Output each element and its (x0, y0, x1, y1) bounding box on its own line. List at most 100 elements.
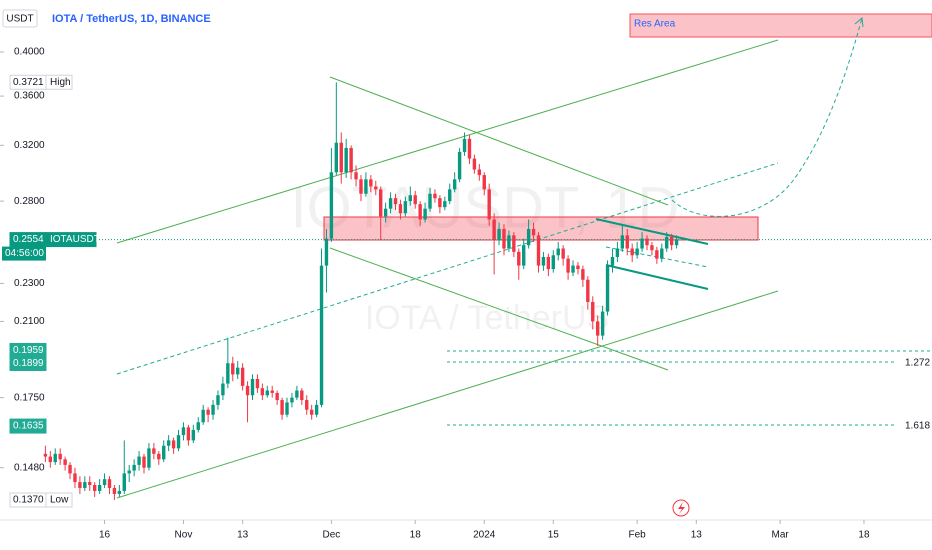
candle-body (610, 256, 615, 266)
candle-body (137, 456, 141, 465)
candles (43, 82, 679, 500)
candle-body (595, 321, 600, 336)
candle-body (660, 248, 664, 259)
candle-body (388, 198, 393, 209)
candle-body (546, 256, 551, 270)
candle-body (467, 138, 472, 159)
candle-body (635, 248, 639, 256)
candle-body (344, 147, 348, 173)
price-tag: High (50, 77, 71, 88)
x-tick-label: 2024 (473, 530, 496, 541)
candle-body (171, 440, 176, 449)
candle-body (314, 404, 319, 415)
candle-body (117, 490, 122, 494)
candle-body (369, 179, 373, 187)
currency: USDT (6, 14, 33, 25)
candle-body (477, 169, 482, 176)
candle-body (211, 404, 215, 415)
candle-body (309, 409, 314, 415)
candle-body (586, 279, 590, 302)
candle-body (290, 397, 294, 403)
candle-body (566, 258, 570, 273)
candle-body (300, 390, 304, 401)
candle-body (176, 435, 181, 449)
candle-body (413, 195, 417, 205)
price-tag: IOTAUSDT (50, 234, 100, 245)
candle-body (157, 453, 161, 460)
candle-body (132, 464, 136, 471)
y-tick-label: 0.2800 (14, 196, 45, 207)
candle-body (551, 255, 555, 270)
price-label: 0.1899 (13, 358, 44, 369)
candle-body (275, 392, 279, 401)
price-tag: Low (50, 495, 69, 506)
x-tick-label: 13 (691, 530, 703, 541)
price-label-box (9, 418, 47, 434)
candle-body (645, 238, 649, 246)
candle-body (408, 195, 412, 202)
price-label-box (9, 355, 47, 371)
candle-body (655, 250, 659, 259)
desc-lower (329, 247, 669, 371)
candle-body (260, 388, 265, 396)
candle-body (63, 459, 67, 465)
candle-body (452, 179, 457, 190)
candle-body (359, 179, 363, 194)
candle-body (364, 179, 368, 194)
candle-body (270, 390, 274, 393)
x-tick-label: 15 (548, 530, 560, 541)
y-tick-label: 0.2100 (14, 316, 45, 327)
x-tick-label: Dec (322, 530, 340, 541)
candle-body (97, 485, 102, 491)
price-label: 0.1370 (13, 495, 44, 506)
candle-body (497, 228, 501, 241)
candle-body (201, 409, 205, 423)
watermark-subtitle: IOTA / TetherUS (365, 299, 609, 337)
candle-body (398, 204, 403, 214)
candle-body (640, 238, 644, 249)
candle-body (107, 479, 112, 488)
x-tick-label: Nov (175, 530, 193, 541)
candle-body (615, 248, 620, 257)
candle-body (235, 367, 240, 375)
price-label: 0.3721 (13, 77, 44, 88)
candle-body (122, 473, 126, 491)
candle-body (576, 265, 580, 270)
candle-body (457, 151, 462, 180)
candle-body (674, 239, 679, 246)
candle-body (196, 422, 200, 430)
candle-body (334, 142, 339, 173)
candle-body (265, 390, 269, 396)
candle-body (88, 482, 92, 486)
countdown: 04:56:00 (5, 248, 44, 259)
candle-body (255, 378, 260, 389)
candle-body (186, 427, 191, 441)
candle-body (502, 228, 506, 249)
candle-body (383, 208, 388, 217)
event-bolt (678, 502, 685, 514)
candle-body (162, 445, 166, 460)
candle-body (620, 235, 625, 249)
candle-body (127, 470, 131, 474)
candle-body (556, 248, 560, 256)
candle-body (600, 311, 605, 336)
candle-body (374, 186, 378, 190)
x-tick-label: Mar (772, 530, 790, 541)
x-tick-label: 18 (410, 530, 422, 541)
candle-body (329, 172, 334, 239)
candle-body (433, 193, 437, 199)
candle-body (152, 448, 156, 454)
candle-body (305, 400, 309, 410)
candle-body (166, 440, 171, 446)
x-tick-label: Feb (629, 530, 647, 541)
candle-body (669, 236, 674, 246)
candle-body (48, 456, 53, 463)
candle-body (561, 248, 565, 259)
candle-body (403, 201, 408, 214)
candle-body (423, 208, 427, 220)
y-tick-label: 0.1750 (14, 392, 45, 403)
candle-body (482, 175, 486, 190)
candle-body (472, 158, 477, 170)
candle-body (536, 235, 541, 266)
